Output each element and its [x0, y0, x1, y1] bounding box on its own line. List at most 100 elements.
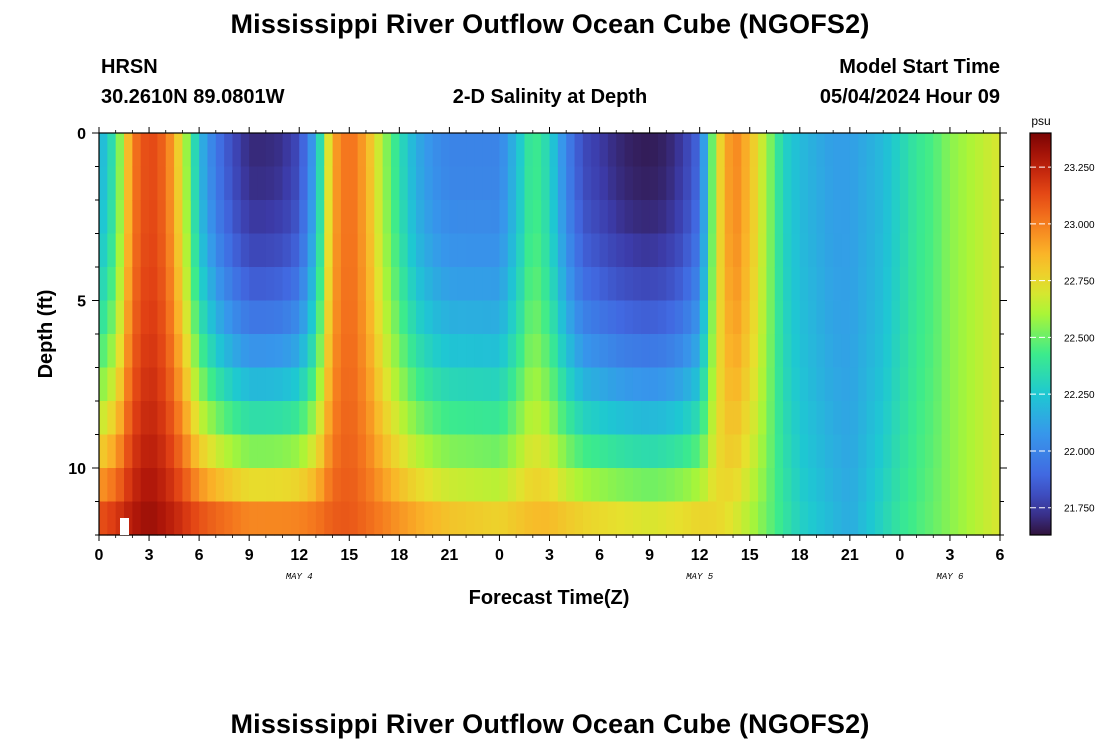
- heatmap-cell: [883, 300, 893, 335]
- y-tick-label: 5: [77, 294, 86, 311]
- heatmap-cell: [824, 434, 834, 469]
- heatmap-cell: [824, 300, 834, 335]
- heatmap-cell: [899, 367, 909, 402]
- heatmap-cell: [232, 200, 242, 235]
- heatmap-cell: [207, 434, 217, 469]
- heatmap-cell: [983, 267, 993, 302]
- heatmap-cell: [958, 267, 968, 302]
- heatmap-cell: [949, 401, 959, 436]
- heatmap-cell: [716, 401, 726, 436]
- heatmap-cell: [124, 401, 133, 436]
- heatmap-cell: [699, 200, 709, 235]
- heatmap-cell: [399, 166, 409, 201]
- heatmap-cell: [416, 334, 425, 369]
- heatmap-cell: [449, 300, 459, 335]
- heatmap-cell: [824, 166, 834, 201]
- heatmap-cell: [774, 367, 784, 402]
- heatmap-cell: [557, 468, 567, 503]
- heatmap-cell: [99, 401, 108, 436]
- heatmap-cell: [749, 133, 759, 168]
- heatmap-cell: [507, 200, 517, 235]
- heatmap-cell: [274, 434, 284, 469]
- heatmap-cell: [182, 468, 192, 503]
- heatmap-cell: [290, 434, 300, 469]
- heatmap-cell: [199, 334, 209, 369]
- heatmap-cell: [466, 367, 476, 402]
- heatmap-cell: [132, 367, 142, 402]
- heatmap-cell: [282, 334, 292, 369]
- heatmap-cell: [849, 367, 859, 402]
- heatmap-cell: [916, 233, 926, 268]
- heatmap-cell: [232, 434, 242, 469]
- heatmap-cell: [724, 300, 734, 335]
- heatmap-cell: [716, 200, 726, 235]
- heatmap-cell: [657, 501, 667, 536]
- heatmap-cell: [557, 434, 567, 469]
- heatmap-cell: [265, 501, 275, 536]
- heatmap-cell: [908, 501, 918, 536]
- heatmap-cell: [282, 501, 292, 536]
- heatmap-cell: [758, 468, 767, 503]
- heatmap-cell: [441, 233, 450, 268]
- heatmap-cell: [616, 334, 626, 369]
- heatmap-cell: [140, 468, 150, 503]
- heatmap-cell: [299, 133, 309, 168]
- heatmap-cell: [449, 166, 459, 201]
- colorbar-tick-label: 22.500: [1064, 333, 1095, 344]
- heatmap-cell: [599, 401, 609, 436]
- heatmap-cell: [524, 334, 534, 369]
- y-axis: 0 5 10: [68, 126, 1007, 536]
- heatmap-cell: [599, 501, 609, 536]
- heatmap-cell: [708, 334, 717, 369]
- heatmap-cell: [582, 300, 592, 335]
- heatmap-cell: [966, 367, 976, 402]
- heatmap-cell: [666, 200, 676, 235]
- heatmap-cell: [599, 434, 609, 469]
- heatmap-cell: [274, 166, 284, 201]
- heatmap-cell: [357, 200, 367, 235]
- heatmap-cell: [299, 401, 309, 436]
- heatmap-cell: [215, 501, 225, 536]
- heatmap-cell: [249, 367, 259, 402]
- heatmap-cell: [933, 434, 943, 469]
- heatmap-cell: [416, 367, 425, 402]
- heatmap-cell: [791, 300, 801, 335]
- heatmap-cell: [949, 267, 959, 302]
- heatmap-cell: [616, 166, 626, 201]
- heatmap-cell: [124, 233, 133, 268]
- heatmap-cell: [908, 334, 918, 369]
- heatmap-cell: [991, 233, 1001, 268]
- heatmap-cell: [407, 468, 417, 503]
- heatmap-cell: [324, 367, 334, 402]
- heatmap-cell: [708, 300, 717, 335]
- heatmap-cell: [858, 267, 868, 302]
- x-axis-title: Forecast Time(Z): [469, 587, 630, 609]
- heatmap-cell: [441, 166, 450, 201]
- heatmap-cell: [474, 468, 484, 503]
- heatmap-cell: [966, 200, 976, 235]
- heatmap-cell: [708, 166, 717, 201]
- heatmap-cell: [265, 267, 275, 302]
- heatmap-cell: [157, 300, 167, 335]
- heatmap-cell: [874, 300, 884, 335]
- heatmap-cell: [766, 468, 776, 503]
- heatmap-cell: [349, 334, 359, 369]
- heatmap-cell: [758, 166, 767, 201]
- heatmap-cell: [566, 367, 576, 402]
- heatmap-cell: [474, 434, 484, 469]
- heatmap-cell: [399, 133, 409, 168]
- heatmap-cell: [157, 267, 167, 302]
- heatmap-cell: [149, 267, 158, 302]
- heatmap-cell: [632, 233, 642, 268]
- heatmap-cell: [666, 434, 676, 469]
- heatmap-cell: [99, 367, 108, 402]
- heatmap-cell: [566, 133, 576, 168]
- heatmap-cell: [532, 501, 542, 536]
- heatmap-cell: [666, 334, 676, 369]
- heatmap-cell: [541, 401, 551, 436]
- heatmap-cell: [215, 334, 225, 369]
- heatmap-cell: [290, 501, 300, 536]
- heatmap-cell: [424, 334, 434, 369]
- heatmap-cell: [365, 401, 375, 436]
- heatmap-cell: [207, 133, 217, 168]
